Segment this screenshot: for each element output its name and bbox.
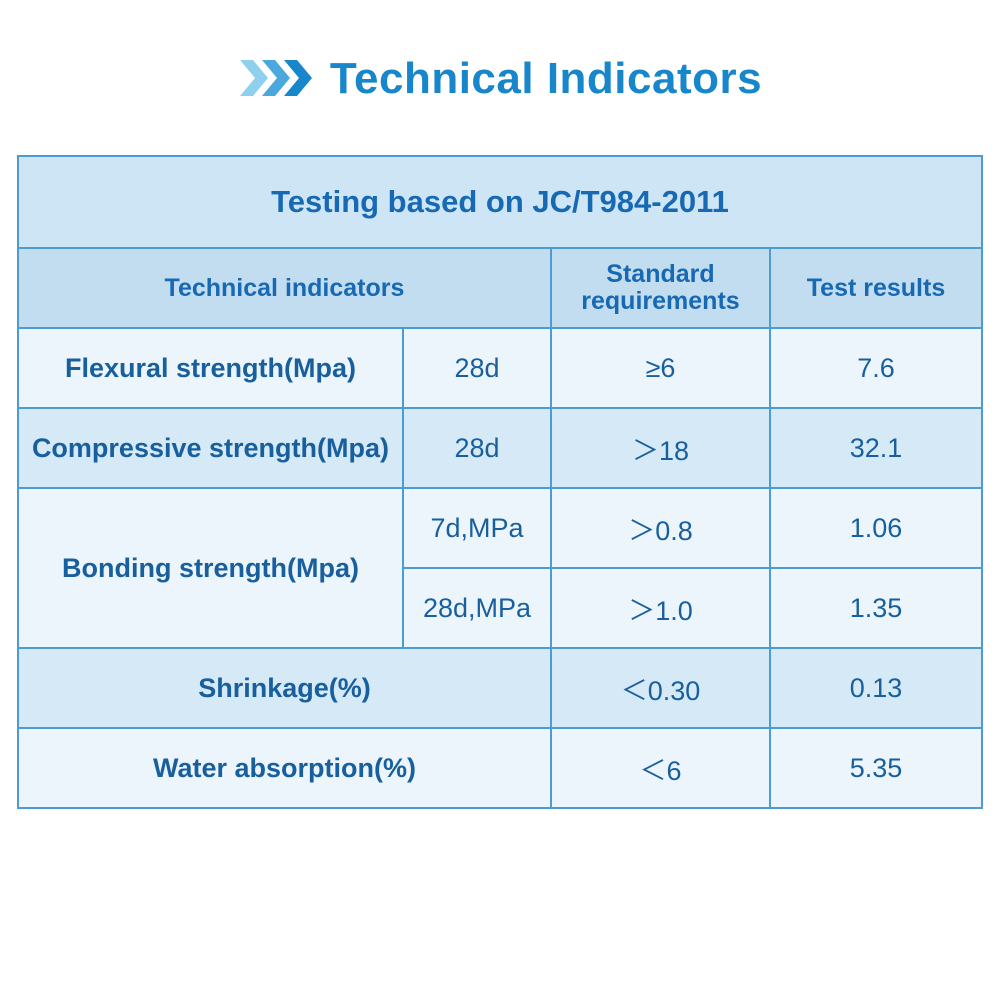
row-result: 1.35 bbox=[768, 567, 984, 649]
row-result: 1.06 bbox=[768, 487, 984, 569]
header-technical-indicators: Technical indicators bbox=[16, 247, 552, 329]
row-result: 32.1 bbox=[768, 407, 984, 489]
row-condition: 28d bbox=[401, 407, 552, 489]
table-row-shrinkage: Shrinkage(%) ＜0.30 0.13 bbox=[16, 647, 984, 729]
header-standard-requirements: Standard requirements bbox=[549, 247, 771, 329]
table-caption: Testing based on JC/T984-2011 bbox=[16, 155, 984, 249]
triple-chevron-right-icon bbox=[238, 56, 314, 105]
row-label: Shrinkage(%) bbox=[16, 647, 552, 729]
row-condition: 28d bbox=[401, 327, 552, 409]
header-test-results: Test results bbox=[768, 247, 984, 329]
row-result: 5.35 bbox=[768, 727, 984, 809]
table-row-water-absorption: Water absorption(%) ＜6 5.35 bbox=[16, 727, 984, 809]
page-header: Technical Indicators bbox=[0, 0, 1000, 105]
row-condition: 28d,MPa bbox=[401, 567, 552, 649]
table-caption-row: Testing based on JC/T984-2011 bbox=[16, 155, 984, 249]
row-label: Water absorption(%) bbox=[16, 727, 552, 809]
row-label: Compressive strength(Mpa) bbox=[16, 407, 404, 489]
technical-indicators-table: Testing based on JC/T984-2011 Technical … bbox=[16, 155, 984, 809]
table-row-bonding-7d: Bonding strength(Mpa) 7d,MPa ＞0.8 1.06 bbox=[16, 487, 984, 649]
row-standard: ＞1.0 bbox=[549, 567, 771, 649]
row-condition: 7d,MPa bbox=[401, 487, 552, 569]
table-row-compressive: Compressive strength(Mpa) 28d ＞18 32.1 bbox=[16, 407, 984, 489]
row-label: Flexural strength(Mpa) bbox=[16, 327, 404, 409]
table-row-flexural: Flexural strength(Mpa) 28d ≥6 7.6 bbox=[16, 327, 984, 409]
row-standard: ＞18 bbox=[549, 407, 771, 489]
row-result: 7.6 bbox=[768, 327, 984, 409]
page-title: Technical Indicators bbox=[329, 53, 763, 103]
table-header-row: Technical indicators Standard requiremen… bbox=[16, 247, 984, 329]
row-standard: ＞0.8 bbox=[549, 487, 771, 569]
table-row-bonding-28d: 28d,MPa ＞1.0 1.35 bbox=[18, 567, 984, 649]
row-standard: ≥6 bbox=[549, 327, 771, 409]
row-standard: ＜0.30 bbox=[549, 647, 771, 729]
row-result: 0.13 bbox=[768, 647, 984, 729]
row-standard: ＜6 bbox=[549, 727, 771, 809]
row-label: Bonding strength(Mpa) bbox=[16, 487, 404, 649]
